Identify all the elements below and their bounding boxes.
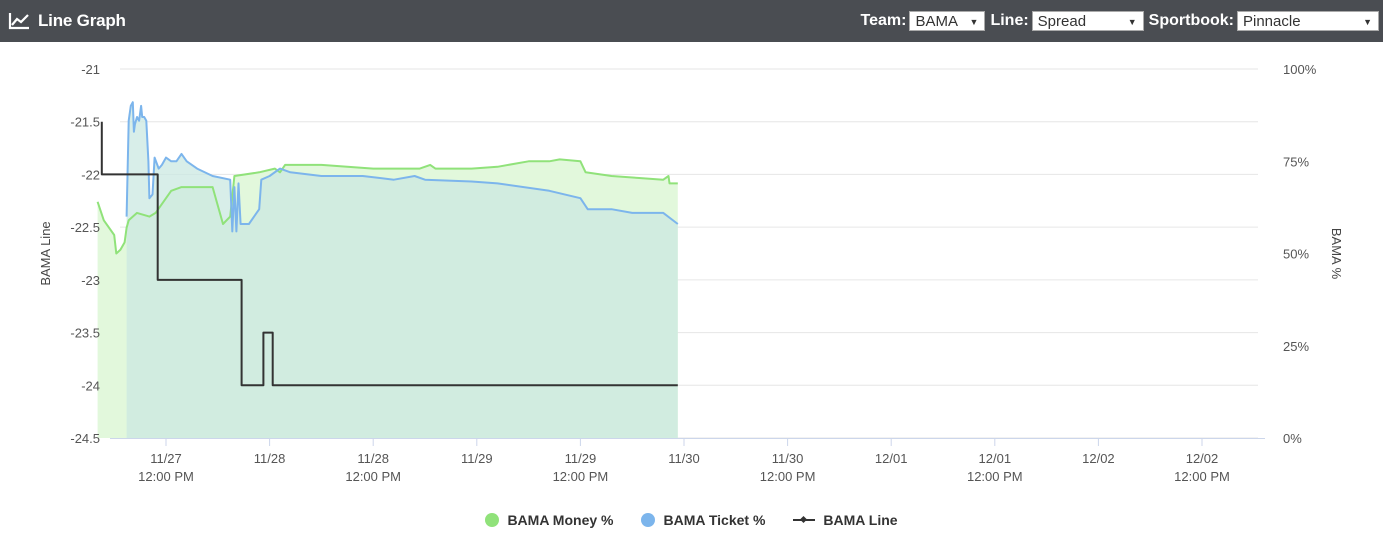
x-tick-label: 11/30 xyxy=(772,451,804,466)
x-tick-label-time: 12:00 PM xyxy=(760,469,816,484)
y-left-tick-label: -21.5 xyxy=(70,115,100,130)
y-left-tick-label: -23 xyxy=(81,273,100,288)
y-right-tick-label: 25% xyxy=(1283,339,1309,354)
x-tick-label: 11/27 xyxy=(150,451,182,466)
chart-title: Line Graph xyxy=(8,0,126,42)
legend-marker-ticket xyxy=(641,513,656,527)
legend-label-ticket: BAMA Ticket % xyxy=(663,512,766,528)
x-tick-label: 11/30 xyxy=(668,451,700,466)
axes: -21 -21.5 -22 -22.5 -23 -23.5 -24 -24.5 0% 25% 50%… xyxy=(38,62,1344,484)
chart-legend: BAMA Money % BAMA Ticket % BAMA Line xyxy=(0,508,1383,532)
y-left-axis-title: BAMA Line xyxy=(38,221,53,285)
y-right-tick-label: 50% xyxy=(1283,247,1309,262)
x-tick-label-time: 12:00 PM xyxy=(553,469,609,484)
y-left-tick-label: -22 xyxy=(81,167,100,182)
y-right-tick-label: 100% xyxy=(1283,62,1317,77)
sportsbook-label: Sportbook: xyxy=(1148,12,1234,29)
legend-label-line: BAMA Line xyxy=(823,512,898,528)
x-tick-label-time: 12:00 PM xyxy=(967,469,1023,484)
x-tick-label: 12/01 xyxy=(979,451,1012,466)
legend-marker-line xyxy=(793,513,816,527)
team-label: Team: xyxy=(860,12,907,29)
x-tick-label: 12/01 xyxy=(875,451,908,466)
team-select-value: BAMA xyxy=(915,13,958,30)
line-chart: -21 -21.5 -22 -22.5 -23 -23.5 -24 -24.5 0% 25% 50%… xyxy=(38,62,1344,484)
y-right-tick-label: 75% xyxy=(1283,154,1309,169)
y-left-tick-label: -21 xyxy=(81,62,100,77)
sportsbook-select[interactable]: Pinnacle ▼ xyxy=(1237,11,1379,31)
legend-item-money[interactable]: BAMA Money % xyxy=(485,512,613,528)
chevron-down-icon: ▼ xyxy=(1127,17,1137,27)
sportsbook-select-value: Pinnacle xyxy=(1243,13,1301,30)
y-left-tick-label: -24 xyxy=(81,378,100,393)
x-tick-label: 11/29 xyxy=(461,451,493,466)
line-chart-icon xyxy=(8,13,29,30)
x-tick-label: 12/02 xyxy=(1186,451,1219,466)
x-tick-label: 11/29 xyxy=(565,451,597,466)
y-left-tick-label: -22.5 xyxy=(70,220,100,235)
y-left-tick-label: -24.5 xyxy=(70,431,100,446)
x-tick-label: 12/02 xyxy=(1082,451,1115,466)
line-label: Line: xyxy=(990,12,1029,29)
series-areas xyxy=(97,102,678,438)
series-line-ticket[interactable] xyxy=(125,101,679,233)
chevron-down-icon: ▼ xyxy=(1363,17,1372,27)
y-left-tick-label: -23.5 xyxy=(70,326,100,341)
y-right-axis-title: BAMA % xyxy=(1329,228,1344,280)
series-line-line[interactable] xyxy=(100,121,678,387)
x-tick-label-time: 12:00 PM xyxy=(138,469,194,484)
chart-header: Line Graph Team: BAMA ▼ Line: Spread ▼ S… xyxy=(0,0,1383,42)
chevron-down-icon: ▼ xyxy=(969,17,979,27)
chart-controls: Team: BAMA ▼ Line: Spread ▼ Sportbook: P… xyxy=(861,0,1383,42)
x-tick-label: 11/28 xyxy=(357,451,389,466)
legend-label-money: BAMA Money % xyxy=(507,512,614,528)
x-tick-label-time: 12:00 PM xyxy=(345,469,401,484)
line-type-select-value: Spread xyxy=(1037,13,1087,30)
x-tick-label: 11/28 xyxy=(254,451,286,466)
legend-item-ticket[interactable]: BAMA Ticket % xyxy=(641,512,765,528)
chart-title-text: Line Graph xyxy=(38,11,126,30)
line-type-select[interactable]: Spread ▼ xyxy=(1031,11,1144,31)
team-select[interactable]: BAMA ▼ xyxy=(909,11,986,31)
legend-item-line[interactable]: BAMA Line xyxy=(793,512,898,528)
series-lines xyxy=(96,101,679,387)
legend-marker-money xyxy=(485,513,500,527)
y-right-tick-label: 0% xyxy=(1283,431,1302,446)
x-tick-label-time: 12:00 PM xyxy=(1174,469,1230,484)
series-area-ticket xyxy=(126,102,678,438)
